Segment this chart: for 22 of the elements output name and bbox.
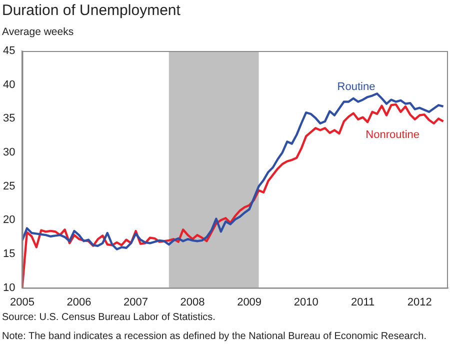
x-tick-label: 2010 [294, 296, 318, 308]
x-tick-label: 2008 [180, 296, 205, 308]
y-tick-label: 10 [2, 282, 16, 294]
y-tick-label: 30 [2, 146, 16, 159]
y-tick-label: 25 [2, 180, 16, 192]
y-tick-label: 35 [2, 112, 16, 125]
y-axis-title: Average weeks [2, 26, 74, 38]
x-tick-label: 2012 [407, 296, 432, 308]
y-tick-label: 20 [2, 214, 16, 226]
chart-title: Duration of Unemployment [2, 2, 180, 19]
source-note: Source: U.S. Census Bureau Labor of Statistics. [2, 312, 216, 323]
y-tick-label: 40 [2, 78, 16, 91]
x-tick-label: 2005 [10, 296, 34, 308]
x-tick-label: 2007 [124, 296, 148, 308]
series-label: Nonroutine [366, 128, 420, 141]
x-tick-label: 2009 [237, 296, 262, 308]
series-label: Routine [337, 80, 376, 93]
y-tick-label: 45 [2, 45, 16, 58]
y-tick-label: 15 [2, 248, 16, 260]
text: Note: The band indicates a recession as defined by the National Bureau of Economic Research. [2, 331, 427, 342]
x-tick-label: 2006 [66, 296, 92, 308]
x-tick-label: 2011 [351, 296, 375, 308]
